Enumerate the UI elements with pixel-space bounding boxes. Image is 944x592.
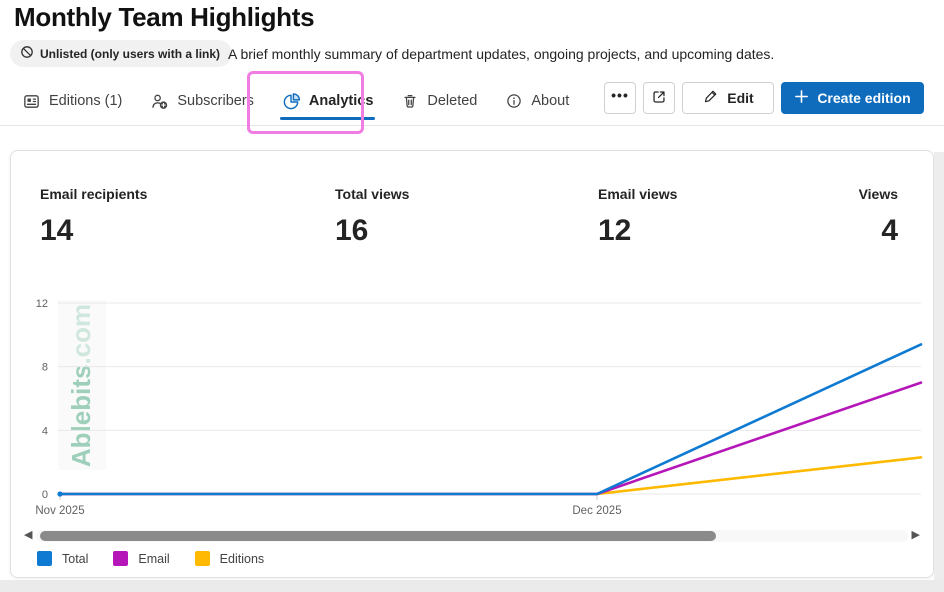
legend-swatch (194, 551, 210, 566)
scroll-left-icon[interactable]: ◀ (24, 529, 33, 541)
visibility-badge[interactable]: Unlisted (only users with a link) (10, 40, 233, 67)
stat-label: Total views (335, 186, 410, 202)
svg-text:Nov 2025: Nov 2025 (35, 505, 84, 517)
tab-editions[interactable]: Editions (1) (20, 82, 124, 120)
plus-icon (794, 89, 809, 107)
pencil-icon (702, 88, 719, 108)
edit-button[interactable]: Edit (682, 82, 774, 114)
person-add-icon (150, 92, 169, 111)
stat-email-views: Email views 12 (598, 186, 859, 248)
tab-label: Editions (1) (49, 93, 123, 109)
more-dots-icon: ••• (611, 87, 629, 103)
page-title: Monthly Team Highlights (14, 2, 315, 32)
tab-label: Analytics (308, 93, 374, 109)
share-icon (650, 88, 668, 109)
toolbar: ••• Edit (604, 82, 924, 114)
svg-text:12: 12 (36, 298, 48, 310)
legend-label: Editions (219, 551, 265, 566)
chart-area: Ablebits.com 0 4 8 12 Nov 2025 Dec 2025 (10, 290, 934, 526)
svg-text:Dec 2025: Dec 2025 (572, 505, 621, 517)
svg-text:8: 8 (42, 362, 48, 374)
legend-item-email[interactable]: Email (113, 551, 170, 566)
right-gutter (934, 152, 944, 592)
share-button[interactable] (643, 82, 675, 114)
stats-row: Email recipients 14 Total views 16 Email… (10, 186, 934, 248)
svg-text:4: 4 (42, 425, 48, 437)
tab-analytics[interactable]: Analytics (279, 82, 376, 120)
more-options-button[interactable]: ••• (604, 82, 636, 114)
stat-value: 12 (598, 214, 632, 247)
watermark: Ablebits.com (58, 300, 106, 470)
tab-subscribers[interactable]: Subscribers (148, 82, 256, 120)
tab-about[interactable]: About (503, 82, 571, 120)
bottom-gutter (0, 580, 944, 592)
legend-swatch (37, 551, 52, 566)
legend-label: Email (138, 551, 170, 566)
stat-label: Email recipients (40, 186, 148, 202)
analytics-chart: 0 4 8 12 Nov 2025 Dec 2025 (35, 298, 923, 517)
tab-label: Subscribers (177, 93, 254, 109)
pie-chart-icon (282, 92, 301, 111)
stat-email-recipients: Email recipients 14 (40, 186, 335, 248)
stat-value: 14 (40, 214, 74, 247)
stat-label: Email views (598, 186, 678, 202)
chart-legend: Total Email Editions (37, 551, 264, 566)
tab-bar: Editions (1) Subscribers (20, 82, 571, 120)
svg-text:0: 0 (42, 489, 48, 501)
newsletter-description: A brief monthly summary of department up… (228, 46, 775, 62)
legend-item-editions[interactable]: Editions (194, 551, 265, 566)
create-edition-label: Create edition (817, 90, 911, 106)
stat-total-views: Total views 16 (335, 186, 598, 248)
tab-deleted[interactable]: Deleted (399, 82, 479, 120)
scroll-right-icon[interactable]: ▶ (911, 529, 920, 541)
create-edition-button[interactable]: Create edition (781, 82, 924, 114)
analytics-card (10, 150, 934, 578)
news-icon (22, 92, 41, 111)
info-icon (505, 92, 523, 110)
active-tab-underline (279, 117, 376, 120)
stat-label: Views (858, 186, 898, 202)
tab-label: About (531, 93, 570, 109)
legend-label: Total (62, 551, 89, 566)
tabbar-divider (0, 125, 944, 126)
trash-icon (401, 92, 419, 110)
tab-label: Deleted (427, 93, 478, 109)
stat-value: 16 (335, 214, 369, 247)
legend-swatch (113, 551, 129, 566)
visibility-badge-label: Unlisted (only users with a link) (40, 46, 221, 61)
legend-item-total[interactable]: Total (37, 551, 88, 566)
scrollbar-thumb[interactable] (40, 531, 716, 541)
horizontal-scrollbar: ◀ ▶ (24, 529, 920, 542)
edit-button-label: Edit (727, 90, 754, 106)
stat-value: 4 (881, 214, 898, 247)
prohibited-icon (20, 45, 34, 62)
stat-views: Views 4 (859, 186, 898, 248)
